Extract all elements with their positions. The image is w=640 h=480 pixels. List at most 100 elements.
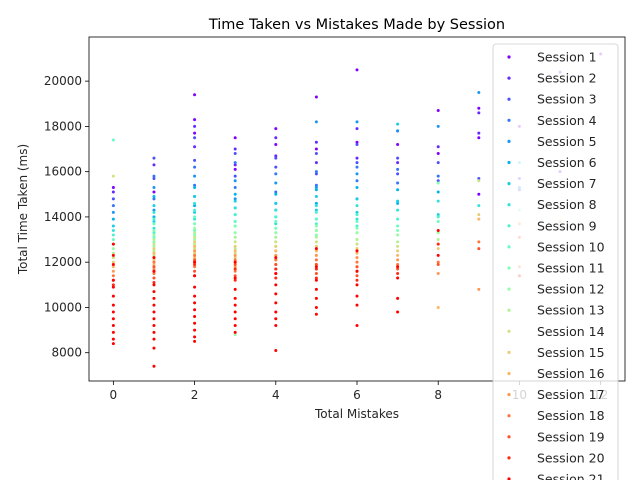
x-tick-label: 0 — [110, 388, 118, 402]
data-point — [274, 231, 278, 235]
data-point — [436, 179, 440, 183]
data-point — [274, 244, 278, 248]
data-point — [193, 183, 197, 187]
data-point — [193, 204, 197, 208]
data-point — [152, 276, 156, 280]
data-point — [111, 262, 115, 266]
data-point — [233, 231, 237, 235]
legend-label: Session 19 — [537, 429, 605, 444]
data-point — [233, 161, 237, 165]
legend-label: Session 21 — [537, 472, 605, 480]
data-point — [314, 140, 318, 144]
data-point — [314, 183, 318, 187]
data-point — [355, 324, 359, 328]
data-point — [436, 219, 440, 223]
legend-marker — [507, 97, 511, 101]
legend-label: Session 16 — [537, 366, 605, 381]
data-point — [396, 208, 400, 212]
data-point — [193, 118, 197, 122]
data-point — [274, 165, 278, 169]
data-point — [233, 249, 237, 253]
data-point — [111, 190, 115, 194]
data-point — [355, 303, 359, 307]
data-point — [111, 204, 115, 208]
legend-marker — [507, 76, 511, 80]
data-point — [233, 197, 237, 201]
data-point — [314, 161, 318, 165]
data-point — [152, 247, 156, 251]
data-point — [274, 301, 278, 305]
data-point — [274, 136, 278, 140]
data-point — [233, 330, 237, 334]
data-point — [111, 210, 115, 214]
data-point — [477, 240, 481, 244]
data-point — [152, 195, 156, 199]
data-point — [152, 244, 156, 248]
data-point — [193, 256, 197, 260]
data-point — [152, 242, 156, 246]
legend-marker — [507, 287, 511, 291]
data-point — [233, 186, 237, 189]
legend-marker — [507, 329, 511, 333]
y-tick-label: 18000 — [44, 119, 82, 133]
data-point — [355, 213, 359, 217]
data-point — [111, 233, 115, 237]
data-point — [111, 317, 115, 321]
data-point — [355, 256, 359, 260]
data-point — [314, 253, 318, 257]
data-point — [152, 163, 156, 167]
y-tick-label: 16000 — [44, 165, 82, 179]
y-tick-label: 14000 — [44, 210, 82, 224]
data-point — [274, 267, 278, 271]
data-point — [233, 260, 237, 264]
legend-label: Session 2 — [537, 71, 597, 86]
data-point — [193, 242, 197, 246]
data-point — [111, 247, 115, 251]
legend-marker — [507, 477, 511, 480]
data-point — [274, 324, 278, 328]
data-point — [233, 256, 237, 260]
data-point — [477, 176, 481, 180]
data-point — [436, 305, 440, 309]
data-point — [193, 240, 197, 244]
data-point — [436, 199, 440, 203]
legend-marker — [507, 55, 511, 59]
y-tick-label: 8000 — [51, 346, 82, 360]
data-point — [193, 249, 197, 253]
data-point — [233, 274, 237, 278]
data-point — [477, 247, 481, 251]
data-point — [396, 229, 400, 232]
legend-marker — [507, 182, 511, 186]
data-point — [193, 244, 197, 248]
data-point — [314, 233, 318, 237]
data-point — [314, 287, 318, 291]
data-point — [111, 330, 115, 334]
data-point — [436, 145, 440, 149]
data-point — [355, 204, 359, 208]
data-point — [193, 186, 197, 189]
data-point — [233, 213, 237, 217]
data-point — [233, 276, 237, 280]
data-point — [111, 285, 115, 289]
data-point — [193, 262, 197, 266]
data-point — [152, 281, 156, 285]
data-point — [314, 258, 318, 262]
chart-title: Time Taken vs Mistakes Made by Session — [208, 17, 505, 33]
y-tick-label: 12000 — [44, 255, 82, 269]
data-point — [355, 120, 359, 124]
data-point — [193, 321, 197, 325]
data-point — [274, 292, 278, 296]
data-point — [152, 310, 156, 314]
data-point — [274, 317, 278, 321]
legend-label: Session 9 — [537, 218, 597, 233]
data-point — [152, 217, 156, 221]
data-point — [355, 165, 359, 169]
data-point — [193, 315, 197, 318]
data-point — [233, 303, 237, 307]
data-point — [477, 217, 481, 221]
data-point — [274, 172, 278, 176]
data-point — [193, 233, 197, 237]
data-point — [274, 154, 278, 158]
data-point — [233, 251, 237, 255]
data-point — [233, 333, 237, 337]
